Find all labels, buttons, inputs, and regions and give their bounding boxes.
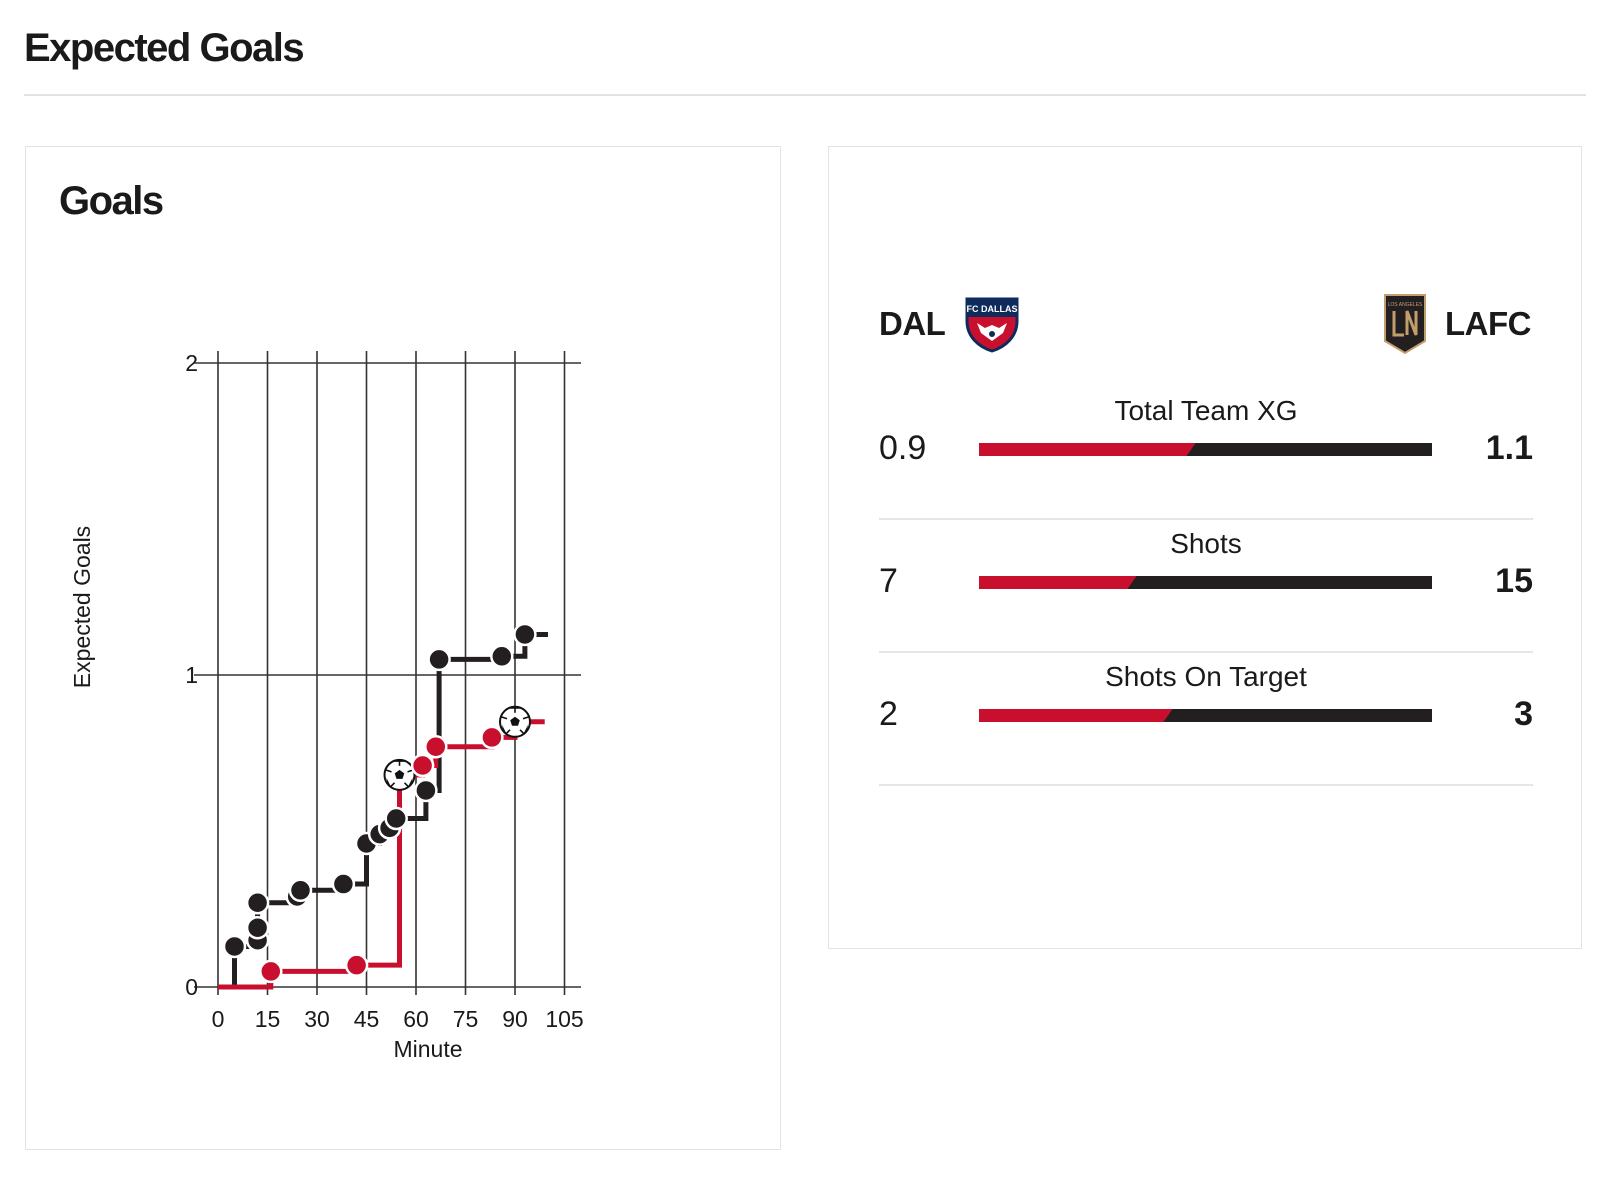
grid bbox=[194, 351, 581, 995]
away-team: LOS ANGELES LAFC bbox=[1383, 289, 1531, 359]
stat-away-value: 3 bbox=[1514, 695, 1533, 733]
shot-point bbox=[480, 725, 504, 750]
x-axis-label: Minute bbox=[393, 1036, 462, 1062]
shot-point bbox=[331, 872, 356, 896]
stat-bar-home-share bbox=[979, 576, 1124, 589]
goals-card: 0 15 30 45 60 75 90 105 0 1 2 Minute Expected Goal… bbox=[25, 146, 781, 1150]
shot-point bbox=[222, 934, 247, 959]
away-team-abbr: LAFC bbox=[1445, 305, 1531, 342]
title-divider bbox=[24, 94, 1586, 96]
lafc-logo-icon: LOS ANGELES bbox=[1384, 294, 1427, 355]
xg-step-chart: 0 15 30 45 60 75 90 105 0 1 2 Minute Expected Goal… bbox=[69, 350, 584, 1062]
stat-row-shots: Shots 7 15 bbox=[879, 520, 1533, 653]
home-team: DAL FC DALLAS bbox=[879, 289, 1021, 359]
stat-comparison-bar bbox=[979, 576, 1432, 589]
shot-point bbox=[259, 959, 283, 984]
stat-home-value: 0.9 bbox=[879, 429, 927, 467]
stat-comparison-bar bbox=[979, 443, 1432, 456]
goal-ball-icon bbox=[499, 705, 531, 738]
fc-dallas-logo-text: FC DALLAS bbox=[967, 304, 1018, 314]
stat-home-value: 7 bbox=[879, 562, 898, 600]
stat-label: Total Team XG bbox=[1114, 395, 1298, 426]
stat-away-value: 15 bbox=[1495, 562, 1533, 600]
goal-ball-icon bbox=[383, 758, 416, 791]
stat-bar-home-share bbox=[979, 709, 1161, 722]
stat-label: Shots bbox=[1170, 528, 1242, 559]
x-tick-label: 75 bbox=[453, 1006, 479, 1032]
stat-row-total-xg: Total Team XG 0.9 1.1 bbox=[879, 387, 1533, 520]
stat-label: Shots On Target bbox=[1105, 661, 1307, 692]
lafc-logo-text: LOS ANGELES bbox=[1388, 302, 1423, 308]
goals-card-title: Goals bbox=[59, 179, 164, 223]
shot-point bbox=[490, 644, 514, 669]
page-title: Expected Goals bbox=[24, 26, 305, 70]
shot-point bbox=[384, 806, 408, 831]
y-tick-label: 2 bbox=[185, 350, 198, 376]
team-summary-card: DAL FC DALLAS LOS ANGELES LAFC Total Tea… bbox=[828, 146, 1582, 949]
x-tick-label: 90 bbox=[502, 1006, 528, 1032]
stat-home-value: 2 bbox=[879, 695, 898, 733]
home-team-abbr: DAL bbox=[879, 305, 946, 342]
shot-point bbox=[245, 915, 270, 940]
stat-comparison-bar bbox=[979, 709, 1432, 722]
shot-points bbox=[222, 622, 537, 984]
axis-ticks: 0 15 30 45 60 75 90 105 0 1 2 bbox=[185, 350, 583, 1032]
stat-away-value: 1.1 bbox=[1485, 429, 1533, 467]
stat-row-shots-on-target: Shots On Target 2 3 bbox=[879, 653, 1533, 786]
x-tick-label: 30 bbox=[304, 1006, 330, 1032]
shot-point bbox=[424, 735, 448, 759]
shot-point bbox=[414, 778, 438, 803]
shot-point bbox=[344, 953, 369, 977]
x-tick-label: 45 bbox=[354, 1006, 380, 1032]
fc-dallas-logo-icon: FC DALLAS bbox=[965, 297, 1019, 353]
shot-point bbox=[288, 878, 313, 903]
shot-point bbox=[410, 753, 435, 778]
y-tick-label: 0 bbox=[185, 974, 198, 1000]
y-axis-label: Expected Goals bbox=[69, 526, 95, 688]
x-tick-label: 105 bbox=[545, 1006, 583, 1032]
stat-bar-home-share bbox=[979, 443, 1183, 456]
x-tick-label: 60 bbox=[403, 1006, 429, 1032]
shot-point bbox=[427, 647, 451, 672]
y-tick-label: 1 bbox=[185, 662, 198, 688]
x-tick-label: 0 bbox=[212, 1006, 225, 1032]
shot-point bbox=[245, 891, 270, 915]
x-tick-label: 15 bbox=[255, 1006, 281, 1032]
shot-point bbox=[513, 622, 537, 647]
